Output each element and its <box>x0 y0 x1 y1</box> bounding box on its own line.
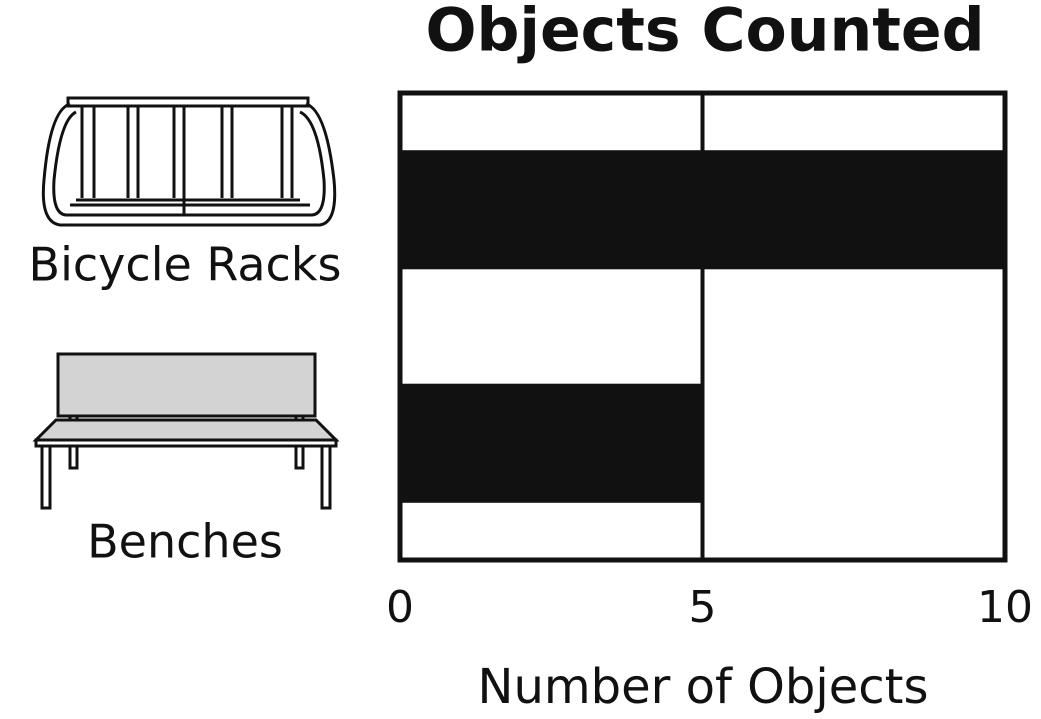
y-tick-label: Bicycle Racks <box>29 238 342 292</box>
plot-frame <box>397 90 1008 563</box>
y-tick-label: Benches <box>87 515 283 569</box>
x-tick-label: 5 <box>689 582 717 633</box>
x-tick-label: 10 <box>977 582 1033 633</box>
bicycle-rack-icon <box>41 96 337 227</box>
x-tick-label: 0 <box>386 582 414 633</box>
x-axis-label: Number of Objects <box>478 659 929 715</box>
bar <box>400 383 703 503</box>
chart-title: Objects Counted <box>425 0 984 66</box>
bench-icon <box>32 352 340 510</box>
